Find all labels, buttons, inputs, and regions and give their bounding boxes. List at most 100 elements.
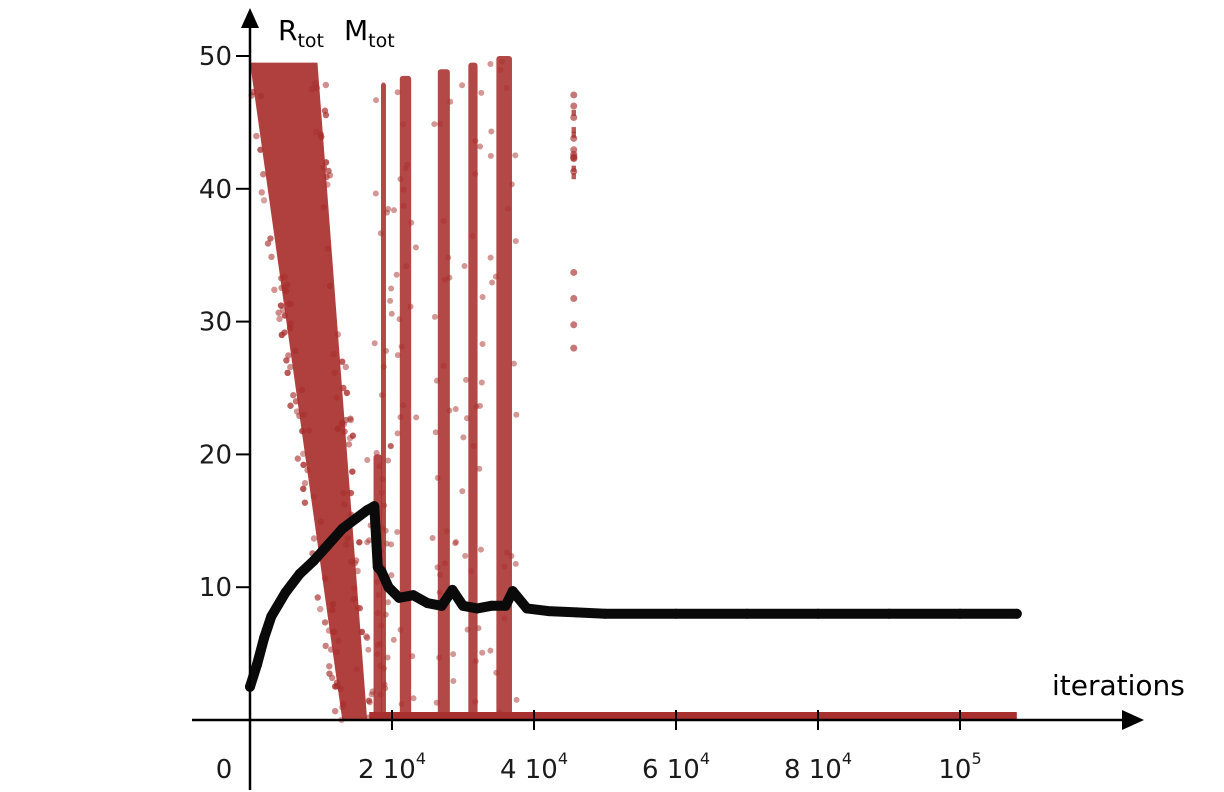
r-tot-point <box>571 173 576 180</box>
r-tot-point <box>462 552 469 559</box>
r-tot-point <box>287 300 294 308</box>
r-tot-series <box>248 56 1017 724</box>
r-tot-point <box>352 557 360 564</box>
r-tot-point <box>376 463 383 470</box>
r-tot-point <box>333 394 340 401</box>
r-tot-point <box>570 268 578 276</box>
r-tot-point <box>281 273 288 281</box>
y-axis-label-m: Mtot <box>344 14 395 52</box>
r-tot-point <box>382 347 389 354</box>
r-tot-point <box>440 362 447 369</box>
r-tot-point <box>488 128 495 135</box>
x-tick-label: 105 <box>938 749 981 785</box>
r-tot-point <box>398 701 405 708</box>
r-tot-point <box>441 276 448 283</box>
r-tot-point <box>333 648 340 656</box>
y-tick-label: 40 <box>199 175 232 205</box>
r-tot-point <box>347 558 355 566</box>
r-tot-point <box>477 546 484 553</box>
r-tot-point <box>330 351 337 358</box>
m-tot-point <box>447 584 458 595</box>
r-tot-point <box>257 146 264 153</box>
r-tot-point <box>292 398 300 405</box>
m-tot-point <box>500 600 511 611</box>
r-tot-point <box>321 619 329 626</box>
m-tot-point <box>323 539 334 550</box>
m-tot-point <box>507 586 518 597</box>
r-tot-point <box>397 626 404 633</box>
r-tot-point <box>388 572 395 579</box>
r-tot-point <box>508 181 515 188</box>
m-tot-point <box>376 566 387 577</box>
r-tot-point <box>316 605 324 613</box>
r-tot-point <box>513 696 520 703</box>
r-tot-point <box>475 625 482 632</box>
r-tot-point <box>479 294 486 301</box>
r-tot-point <box>400 186 407 193</box>
y-tick-label: 20 <box>199 440 232 470</box>
r-tot-point <box>388 285 395 292</box>
r-tot-point <box>283 357 290 364</box>
r-tot-point <box>407 303 414 310</box>
r-tot-point <box>300 461 307 469</box>
m-tot-line <box>245 501 1022 692</box>
m-tot-point <box>337 523 348 534</box>
r-tot-point <box>503 84 510 91</box>
r-tot-point <box>320 204 327 211</box>
m-tot-point <box>369 501 380 512</box>
r-tot-point <box>300 411 307 418</box>
r-tot-point <box>445 254 452 261</box>
m-tot-point <box>436 600 447 611</box>
r-tot-point <box>434 564 441 571</box>
m-tot-point <box>383 582 394 593</box>
r-tot-point <box>281 312 289 319</box>
r-tot-point <box>476 465 483 472</box>
r-tot-point <box>489 279 496 286</box>
r-tot-point <box>374 578 381 585</box>
m-tot-point <box>422 598 433 609</box>
r-tot-point <box>393 271 400 278</box>
r-tot-point <box>281 283 288 291</box>
r-tot-point <box>343 389 351 397</box>
r-tot-point <box>487 647 494 654</box>
r-tot-point <box>335 637 342 644</box>
r-tot-point <box>570 102 578 110</box>
r-tot-band-0 <box>250 62 368 720</box>
r-tot-point <box>258 189 265 196</box>
r-tot-point <box>394 352 401 359</box>
r-tot-point <box>349 432 357 439</box>
r-tot-point <box>512 238 519 245</box>
r-tot-point <box>450 678 457 685</box>
m-tot-point <box>884 608 894 619</box>
r-tot-point <box>299 427 306 435</box>
r-tot-point <box>324 245 332 252</box>
r-tot-point <box>387 443 394 450</box>
r-tot-point <box>398 343 405 350</box>
x-axis-label: iterations <box>1052 669 1185 702</box>
r-tot-point <box>322 575 329 582</box>
r-tot-point <box>331 369 338 377</box>
r-tot-point <box>436 589 443 596</box>
m-tot-point <box>571 607 582 618</box>
r-tot-point <box>431 313 438 320</box>
r-tot-point <box>380 363 387 370</box>
r-tot-point <box>267 235 274 242</box>
r-tot-point <box>388 541 395 548</box>
r-tot-point <box>290 392 297 399</box>
r-tot-point <box>329 606 336 614</box>
r-tot-point <box>408 219 415 226</box>
r-tot-point <box>434 474 441 481</box>
r-tot-point <box>436 654 443 661</box>
r-tot-point <box>363 634 371 641</box>
r-tot-point <box>487 152 494 159</box>
r-tot-point <box>400 121 407 128</box>
r-tot-point <box>340 700 347 708</box>
r-tot-point <box>326 282 334 290</box>
r-tot-point <box>433 699 440 706</box>
r-tot-point <box>338 420 346 427</box>
r-tot-point <box>287 320 294 327</box>
r-tot-point <box>372 190 379 197</box>
tick-labels: 10 20 30 40 50 0 2 104 4 104 6 104 8 104 105 <box>199 42 982 785</box>
r-tot-point <box>340 384 347 392</box>
r-tot-point <box>350 595 358 603</box>
